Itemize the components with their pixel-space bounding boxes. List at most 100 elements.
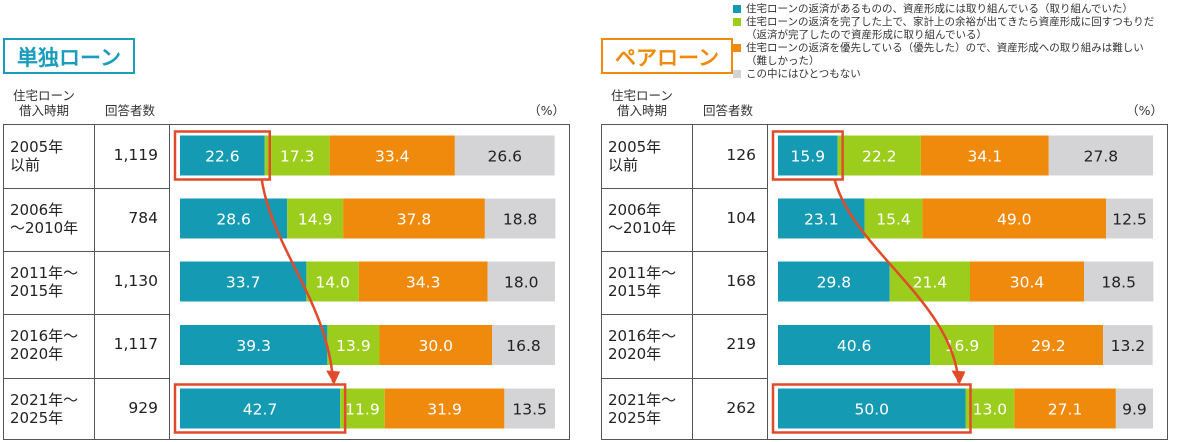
data-label: 14.9 (298, 211, 333, 229)
bar-segment (778, 261, 890, 302)
data-label: 15.4 (876, 211, 911, 229)
highlight-box (771, 383, 972, 434)
bar-segment (454, 135, 555, 176)
data-label: 11.9 (345, 401, 380, 419)
highlight-box (771, 130, 844, 181)
data-label: 49.0 (997, 211, 1032, 229)
table-frame (3, 124, 570, 440)
panel-single-loan: 単独ローン 住宅ローン 借入時期 回答者数 （%） 2005年 以前 1,119 2006年… (0, 0, 580, 442)
count-header: 回答者数 (104, 103, 155, 118)
legend-swatch (733, 5, 741, 13)
bar-segment (930, 325, 994, 365)
bar-segment (487, 261, 555, 302)
bar-segment (778, 325, 931, 365)
respondent-count: 168 (726, 271, 756, 290)
data-label: 27.1 (1048, 401, 1083, 419)
bar-segment (1106, 198, 1153, 239)
bar-segment (864, 198, 923, 239)
arrow-head (951, 370, 966, 385)
data-label: 29.2 (1031, 337, 1066, 355)
bar-segment (993, 325, 1104, 365)
bar-segment (327, 325, 380, 365)
trend-arrow (833, 179, 960, 383)
respondent-count: 1,119 (113, 145, 158, 164)
highlight-box (173, 383, 347, 434)
period-header: 住宅ローン 借入時期 (13, 88, 75, 118)
legend-label: 住宅ローンの返済があるものの、資産形成には取り組んでいる（取り組んでいた） (746, 3, 1133, 15)
legend-label: この中にはひとつもない (746, 68, 861, 80)
period-label: 2006年 ～2010年 (608, 200, 677, 237)
period-label: 2021年～ 2025年 (10, 390, 79, 427)
row-divider (4, 378, 169, 379)
legend-item: 住宅ローンの返済を完了した上で、家計上の余裕が出てきたら資産形成に回すつもりだ … (733, 16, 1193, 42)
bar-segment (1103, 325, 1153, 365)
respondent-count: 219 (726, 335, 756, 353)
bar-segment (180, 325, 328, 365)
data-label: 13.2 (1111, 337, 1146, 355)
legend-swatch (733, 44, 741, 52)
respondent-count: 262 (726, 398, 756, 417)
bar-segment (180, 388, 341, 429)
period-label: 2016年～ 2020年 (608, 327, 677, 363)
period-label: 2006年 ～2010年 (10, 200, 79, 237)
data-label: 39.3 (236, 337, 271, 355)
respondent-count: 929 (128, 398, 158, 417)
legend-item: 住宅ローンの返済があるものの、資産形成には取り組んでいる（取り組んでいた） (733, 3, 1193, 16)
data-label: 34.3 (406, 274, 441, 292)
legend-label: 住宅ローンの返済を完了した上で、家計上の余裕が出てきたら資産形成に回すつもりだ … (746, 16, 1155, 41)
row-divider (602, 378, 767, 379)
trend-arrow (260, 179, 335, 383)
column-divider (169, 125, 170, 439)
column-divider (692, 125, 693, 439)
data-label: 13.9 (336, 337, 371, 355)
row-divider (4, 251, 169, 252)
bar-segment (264, 135, 330, 176)
bar-segment (778, 198, 865, 239)
data-label: 23.1 (804, 211, 839, 229)
row-divider (602, 188, 767, 189)
highlight-box (173, 130, 271, 181)
row-divider (4, 188, 169, 189)
data-label: 18.5 (1101, 274, 1136, 292)
bar-segment (504, 388, 555, 429)
legend-item: この中にはひとつもない (733, 68, 1193, 81)
bar-segment (343, 198, 485, 239)
bar-segment (180, 135, 265, 176)
bar-segment (965, 388, 1015, 429)
data-label: 21.4 (913, 274, 948, 292)
data-label: 33.7 (226, 274, 261, 292)
legend-swatch (733, 70, 741, 78)
data-label: 18.8 (503, 211, 538, 229)
panel-title: ペアローン (601, 38, 733, 74)
bar-segment (837, 135, 921, 176)
period-header: 住宅ローン 借入時期 (611, 88, 673, 118)
unit-label: （%） (528, 103, 565, 118)
bar-segment (329, 135, 455, 176)
period-label: 2021年～ 2025年 (608, 390, 677, 427)
bar-segment (1084, 261, 1154, 302)
data-label: 13.5 (512, 401, 547, 419)
column-divider (767, 125, 768, 439)
period-label: 2011年～ 2015年 (10, 263, 79, 300)
legend-swatch (733, 18, 741, 26)
row-divider (602, 251, 767, 252)
bar-segment (384, 388, 505, 429)
bar-segment (778, 388, 966, 429)
bar-segment (492, 325, 555, 365)
panel-title: 単独ローン (3, 38, 135, 74)
legend-item: 住宅ローンの返済を優先している（優先した）ので、資産形成への取り組みは難しい （… (733, 42, 1193, 68)
panel-pair-loan: ペアローン 住宅ローン 借入時期 回答者数 （%） 2005年 以前 126 2006年 ～… (598, 0, 1178, 442)
bar-segment (1014, 388, 1116, 429)
data-label: 30.0 (418, 337, 453, 355)
bar-segment (306, 261, 359, 302)
stacked-bar-chart: 15.9 22.2 34.1 27.8 23.1 15.4 49.0 12.5 29.8 21.4… (771, 130, 1154, 434)
legend: 住宅ローンの返済があるものの、資産形成には取り組んでいる（取り組んでいた） 住宅ロ… (733, 3, 1193, 81)
count-header: 回答者数 (702, 103, 753, 118)
data-label: 30.4 (1010, 274, 1045, 292)
data-label: 34.1 (968, 148, 1003, 166)
stacked-bar-chart: 22.6 17.3 33.4 26.6 28.6 14.9 37.8 18.8 33.7 14.0… (173, 130, 556, 434)
data-label: 22.2 (862, 148, 897, 166)
bar-segment (920, 135, 1049, 176)
respondent-count: 1,130 (113, 271, 158, 290)
respondent-count: 1,117 (113, 335, 158, 353)
